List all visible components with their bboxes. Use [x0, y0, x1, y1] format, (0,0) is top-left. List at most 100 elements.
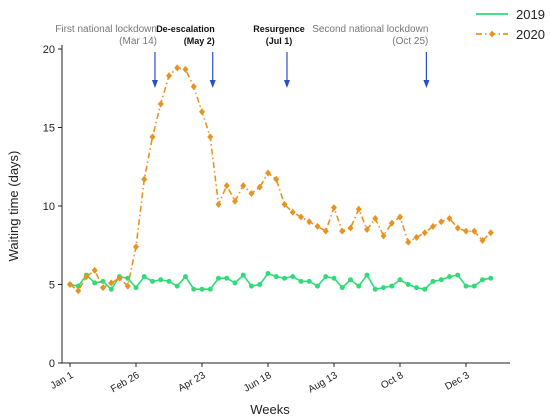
annotation-text: Second national lockdown [312, 24, 428, 35]
point [183, 274, 188, 280]
point [455, 272, 461, 278]
point [141, 175, 148, 183]
point [438, 277, 444, 283]
point [422, 286, 428, 292]
annotation-arrowhead [151, 80, 158, 88]
point [331, 275, 337, 281]
point [290, 274, 296, 280]
point [207, 133, 214, 141]
point [91, 266, 98, 274]
point [248, 189, 255, 197]
point [322, 227, 329, 235]
point [190, 83, 197, 91]
point [223, 182, 230, 190]
y-axis-label: Waiting time (days) [6, 151, 21, 262]
x-tick-label: Feb 26 [109, 370, 142, 395]
point [240, 272, 246, 278]
x-tick-label: Dec 3 [443, 370, 472, 393]
annotation-text: (Jul 1) [266, 36, 293, 46]
annotation-text: Resurgence [253, 24, 305, 34]
legend-marker [489, 30, 495, 38]
point [298, 278, 304, 284]
point [224, 275, 230, 281]
point [207, 286, 213, 292]
point [397, 213, 403, 221]
x-tick-label: Aug 13 [307, 370, 340, 396]
point [463, 283, 469, 289]
point [149, 133, 156, 141]
point [405, 238, 412, 246]
point [471, 227, 478, 235]
point [463, 227, 469, 235]
point [348, 277, 353, 283]
point [100, 284, 106, 292]
annotation-arrowhead [423, 80, 430, 88]
point [339, 227, 346, 235]
y-tick-label: 0 [49, 358, 55, 370]
point [83, 273, 90, 281]
point [133, 243, 139, 251]
y-tick-label: 20 [43, 44, 55, 56]
point [141, 274, 147, 280]
point [232, 280, 238, 286]
point [67, 281, 73, 288]
point [174, 64, 181, 72]
point [414, 285, 419, 291]
point [249, 283, 254, 289]
legend-label: 2019 [516, 7, 545, 22]
annotation-text: First national lockdown [55, 24, 157, 35]
point [157, 100, 164, 108]
point [339, 285, 345, 291]
point [158, 277, 164, 283]
point [438, 218, 445, 226]
point [124, 282, 131, 290]
point [355, 205, 362, 213]
x-tick-label: Oct 8 [379, 370, 406, 392]
point [298, 213, 304, 221]
point [413, 233, 420, 241]
point [289, 208, 296, 216]
point [488, 275, 494, 281]
point [397, 277, 403, 283]
point [273, 175, 280, 183]
point [281, 200, 288, 208]
point [75, 287, 82, 295]
point [480, 277, 485, 283]
point [166, 278, 172, 284]
annotation-text: (Oct 25) [392, 36, 428, 47]
point [347, 224, 354, 232]
annotation-text: De-escalation [156, 24, 215, 34]
point [166, 72, 172, 80]
point [364, 226, 370, 234]
point [256, 183, 263, 191]
point [282, 275, 287, 281]
point [380, 232, 387, 240]
point [182, 65, 189, 73]
point [356, 283, 362, 289]
point [314, 222, 321, 230]
point [265, 169, 271, 177]
point [306, 278, 312, 284]
point [430, 222, 436, 230]
point [199, 286, 205, 292]
point [232, 197, 238, 205]
point [100, 278, 106, 284]
point [454, 224, 461, 232]
series-line [69, 272, 491, 291]
point [215, 200, 222, 208]
point [108, 279, 115, 287]
x-axis-label: Weeks [250, 402, 290, 417]
point [323, 274, 329, 280]
series-line [69, 66, 492, 292]
point [216, 275, 221, 281]
legend-label: 2020 [516, 27, 545, 42]
point [364, 272, 370, 278]
point [133, 285, 139, 291]
point [447, 274, 452, 280]
point [257, 282, 263, 287]
point [372, 286, 378, 292]
point [306, 218, 313, 226]
point [191, 286, 197, 292]
annotation-text: (May 2) [184, 36, 215, 46]
